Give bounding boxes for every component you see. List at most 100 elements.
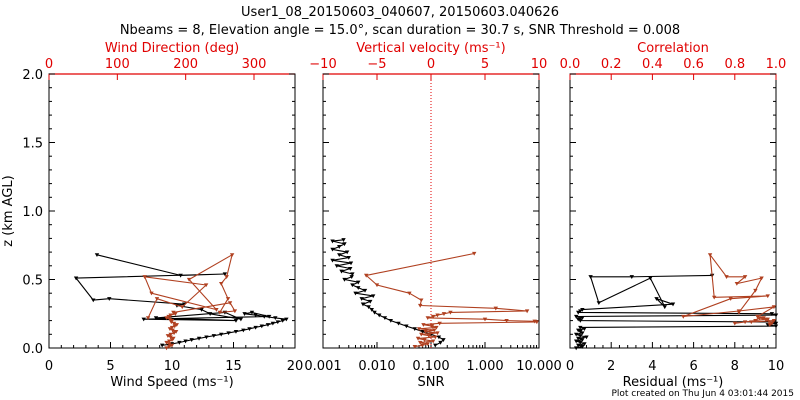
data-point <box>407 291 412 296</box>
data-point <box>430 339 436 344</box>
data-point <box>584 335 589 340</box>
data-point <box>174 323 179 327</box>
top-x-tick-label: 200 <box>173 57 198 72</box>
plot-frame <box>569 73 777 349</box>
data-point <box>183 339 188 344</box>
top-x-tick-label: 0.4 <box>642 57 663 72</box>
data-point <box>226 331 231 336</box>
data-point <box>765 294 770 299</box>
data-point <box>364 273 369 278</box>
top-x-axis-label: Vertical velocity (ms⁻¹) <box>356 41 505 56</box>
data-point <box>418 340 423 345</box>
data-point <box>418 303 423 308</box>
data-point <box>573 314 579 319</box>
data-point <box>448 310 453 315</box>
data-point <box>219 332 224 337</box>
data-point <box>107 297 112 301</box>
data-point <box>415 336 421 341</box>
data-point <box>435 313 440 318</box>
data-point <box>769 312 775 316</box>
data-point <box>573 346 579 351</box>
data-point <box>171 310 176 315</box>
data-point <box>433 335 438 340</box>
data-point <box>412 327 417 332</box>
data-point <box>249 310 255 315</box>
top-x-tick-label: 5 <box>481 57 489 72</box>
data-point <box>273 316 278 321</box>
data-point <box>253 325 258 330</box>
data-point <box>430 314 436 319</box>
data-point <box>141 317 146 322</box>
data-point <box>166 314 171 319</box>
data-point <box>648 276 653 281</box>
data-point <box>165 334 171 338</box>
x-axis-label: Wind Speed (ms⁻¹) <box>110 375 233 390</box>
data-point <box>573 339 579 344</box>
top-x-tick-label: −5 <box>367 57 386 72</box>
data-point <box>168 335 173 340</box>
data-point <box>229 253 235 258</box>
x-tick-label: 0.010 <box>358 359 395 374</box>
data-point <box>227 301 233 305</box>
data-point <box>167 317 173 322</box>
data-point <box>576 343 581 348</box>
data-point <box>580 331 585 336</box>
data-point <box>372 310 377 315</box>
data-point <box>360 302 366 307</box>
data-point <box>576 317 581 322</box>
x-axis-label: Residual (ms⁻¹) <box>623 375 724 390</box>
data-point <box>366 305 371 310</box>
data-point <box>171 336 176 341</box>
y-tick-label: 0.5 <box>22 274 43 289</box>
series-line-snr <box>331 239 444 346</box>
data-point <box>580 338 585 342</box>
data-point <box>348 266 353 271</box>
data-point <box>435 331 440 336</box>
x-tick-label: 20 <box>287 359 304 374</box>
data-point <box>211 334 217 338</box>
x-tick-label: 4 <box>648 359 656 374</box>
data-point <box>219 282 224 286</box>
data-point <box>596 301 602 305</box>
data-point <box>374 283 380 288</box>
figure-title: User1_08_20150603_040607, 20150603.04062… <box>241 5 559 20</box>
data-point <box>350 272 355 277</box>
data-point <box>167 342 172 347</box>
data-point <box>225 297 231 301</box>
data-point <box>425 316 430 321</box>
data-point <box>172 324 177 329</box>
data-point <box>149 291 154 296</box>
x-tick-label: 0.100 <box>412 359 449 374</box>
data-point <box>765 317 770 322</box>
data-point <box>359 297 364 301</box>
data-point <box>422 338 427 342</box>
y-tick-label: 1.0 <box>22 205 43 220</box>
data-point <box>576 328 581 333</box>
data-point <box>370 294 376 299</box>
data-point <box>728 297 733 301</box>
data-point <box>773 313 779 318</box>
data-point <box>214 308 219 312</box>
data-point <box>761 316 766 321</box>
x-axis-label: SNR <box>417 375 444 390</box>
data-point <box>419 332 424 337</box>
data-point <box>356 280 361 285</box>
data-point <box>578 325 583 330</box>
plot-credit: Plot created on Thu Jun 4 03:01:44 2015 <box>611 389 794 399</box>
data-point <box>419 298 424 303</box>
data-point <box>356 286 361 290</box>
data-point <box>578 340 583 345</box>
data-point <box>382 316 388 321</box>
data-point <box>724 275 729 279</box>
data-point <box>142 275 147 279</box>
data-point <box>169 319 175 323</box>
data-point <box>337 245 342 249</box>
y-axis-label: z (km AGL) <box>1 175 16 246</box>
data-point <box>330 239 335 244</box>
data-point <box>734 282 740 286</box>
plot-frame <box>48 73 296 349</box>
data-point <box>167 339 172 344</box>
data-point <box>350 283 355 288</box>
data-point <box>168 313 173 318</box>
data-point <box>771 319 777 323</box>
